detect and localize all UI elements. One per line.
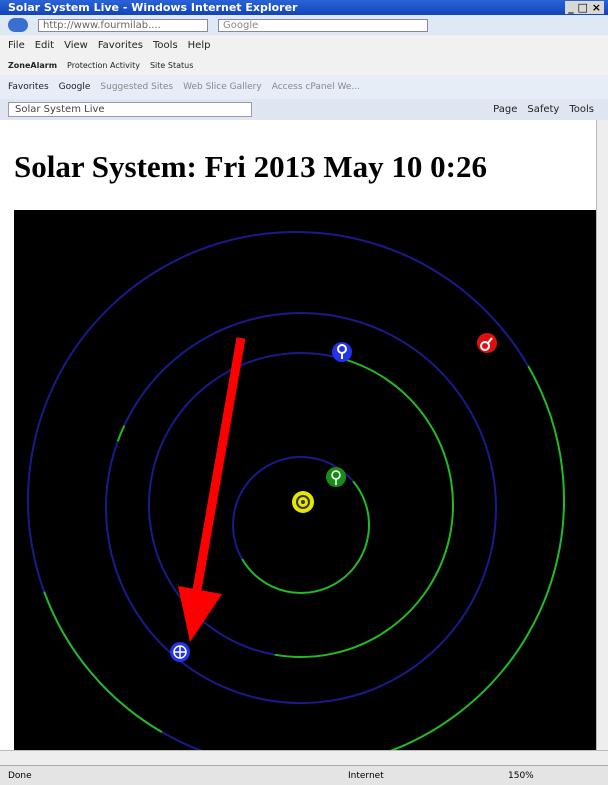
address-field[interactable]: http://www.fourmilab.... — [38, 18, 208, 32]
toolbar-item[interactable]: ZoneAlarm — [8, 60, 58, 70]
toolbar-item[interactable]: Site Status — [149, 60, 194, 70]
orrery — [14, 210, 596, 750]
command-item[interactable]: Tools — [569, 104, 594, 115]
orbit — [116, 425, 126, 442]
page-heading: Solar System: Fri 2013 May 10 0:26 — [14, 149, 487, 184]
orbit — [148, 352, 341, 656]
status-text: Done — [8, 770, 32, 781]
menu-item[interactable]: File — [8, 39, 25, 51]
earth — [170, 642, 190, 662]
menu-item[interactable]: Help — [187, 39, 211, 51]
vertical-scrollbar[interactable] — [596, 120, 608, 750]
status-bar: Done Internet 150% — [0, 765, 608, 785]
toolbar-item[interactable]: Protection Activity — [67, 60, 140, 70]
back-button[interactable] — [8, 18, 28, 32]
mercury — [326, 467, 346, 487]
orbit — [27, 231, 529, 750]
sun — [292, 491, 314, 513]
favorite-item[interactable]: Google — [58, 82, 91, 92]
tab[interactable]: Solar System Live — [8, 102, 252, 117]
toolbar: ZoneAlarm Protection Activity Site Status — [0, 55, 608, 75]
orbit — [105, 311, 497, 704]
menu-item[interactable]: Favorites — [97, 39, 144, 51]
command-bar: Page Safety Tools — [493, 104, 594, 115]
orbit — [241, 480, 370, 594]
mars — [477, 333, 497, 353]
favorite-item[interactable]: Suggested Sites — [100, 82, 174, 92]
venus — [332, 342, 352, 362]
window-controls[interactable]: _ □ × — [565, 1, 604, 14]
menu-bar: File Edit View Favorites Tools Help — [0, 35, 608, 55]
horizontal-scrollbar[interactable] — [0, 750, 608, 766]
orbit — [274, 357, 454, 658]
address-row: http://www.fourmilab.... Google — [0, 15, 608, 35]
menu-item[interactable]: Edit — [34, 39, 55, 51]
orrery-background — [14, 210, 596, 750]
search-field[interactable]: Google — [218, 18, 428, 32]
red-arrow — [178, 337, 246, 642]
zoom[interactable]: 150% — [508, 770, 534, 781]
command-item[interactable]: Page — [493, 104, 518, 115]
menu-item[interactable]: Tools — [153, 39, 178, 51]
zone: Internet — [348, 770, 384, 781]
favorite-item[interactable]: Access cPanel We... — [271, 82, 360, 92]
favorites-bar: Favorites Google Suggested Sites Web Slice … — [0, 75, 608, 99]
orbit — [43, 591, 163, 733]
orbit — [232, 456, 354, 560]
content: Solar System: Fri 2013 May 10 0:26 — [0, 120, 596, 750]
orbit — [389, 365, 565, 750]
window-title: Solar System Live - Windows Internet Exp… — [8, 1, 298, 14]
tab-row: Solar System Live Page Safety Tools — [0, 99, 608, 120]
title-bar: Solar System Live - Windows Internet Exp… — [0, 0, 608, 15]
favorite-item[interactable]: Web Slice Gallery — [183, 82, 262, 92]
favorite-item[interactable]: Favorites — [8, 82, 49, 92]
menu-item[interactable]: View — [64, 39, 88, 51]
command-item[interactable]: Safety — [527, 104, 560, 115]
